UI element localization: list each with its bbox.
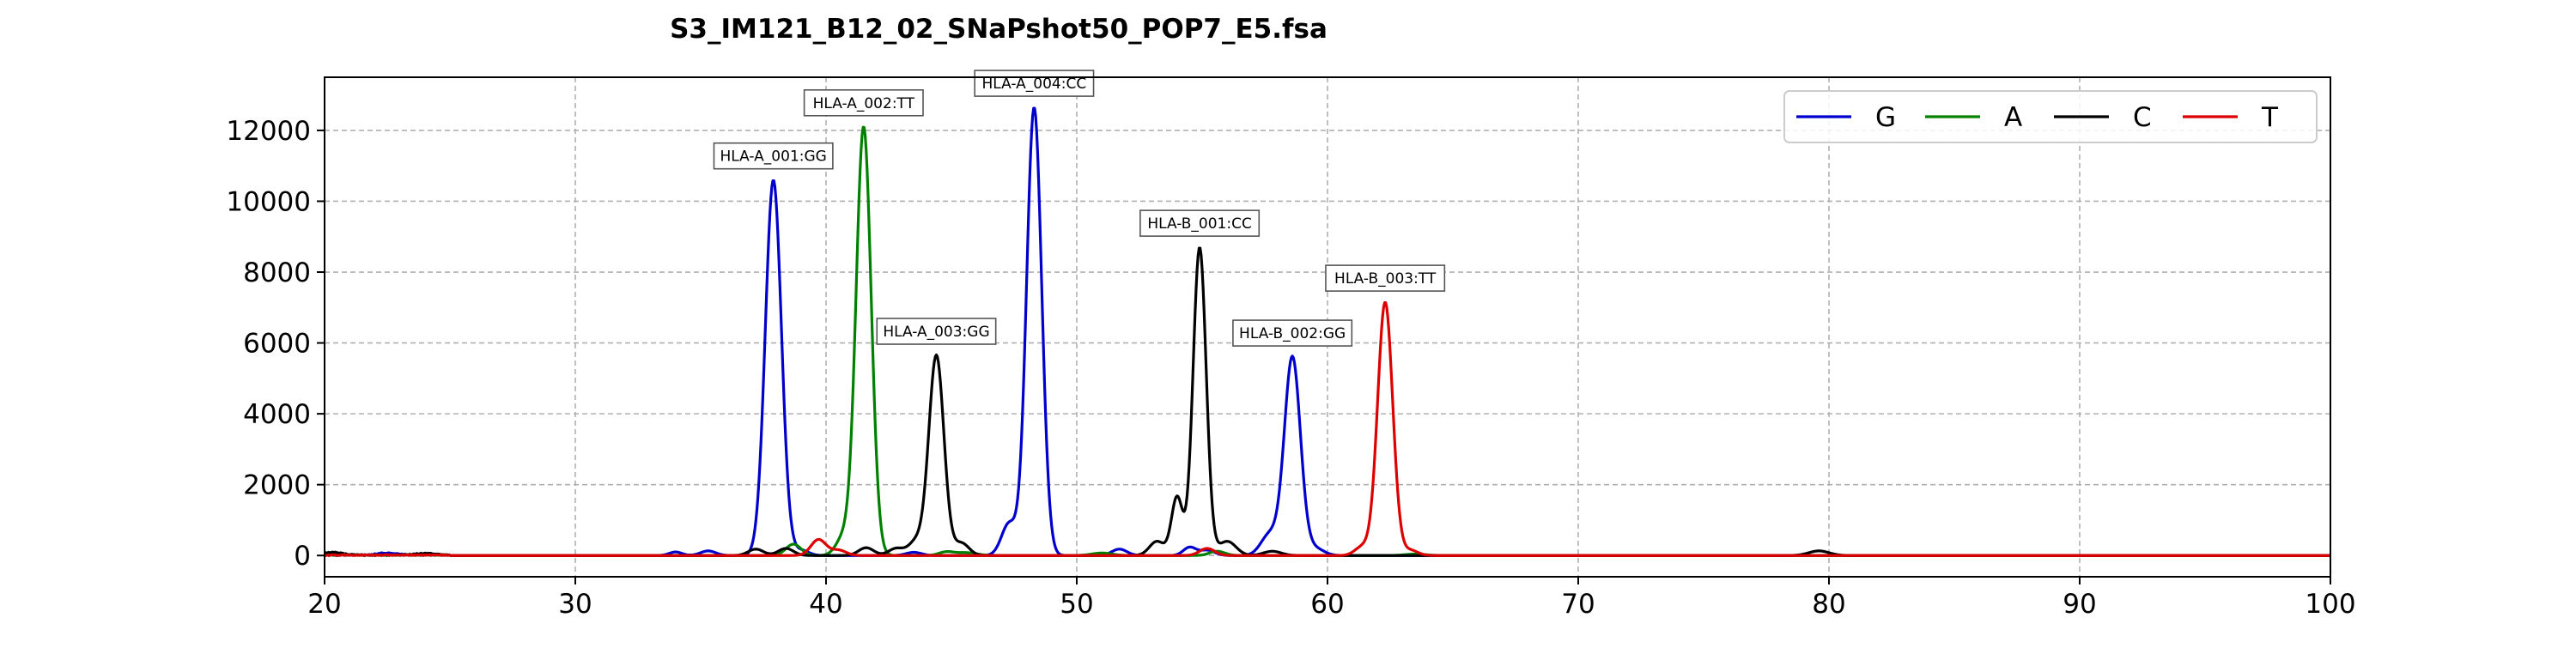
peak-annotation-box	[1232, 319, 1353, 347]
y-tick-label: 2000	[243, 470, 311, 501]
y-tick-label: 4000	[243, 399, 311, 430]
peak-annotation-box	[803, 88, 924, 117]
peak-annotation-label: HLA-B_003:TT	[1334, 270, 1437, 288]
annotation-layer: HLA-A_001:GG HLA-A_002:TT HLA-A_003:GG HLA-…	[713, 70, 1446, 347]
x-tick-label: 70	[1561, 589, 1595, 620]
x-axis: 20 30 40 50 60 70 80 90 100	[307, 577, 2356, 620]
series-layer	[325, 106, 2330, 557]
peak-annotation: HLA-A_002:TT	[803, 88, 924, 117]
chart-title: S3_IM121_B12_02_SNaPshot50_POP7_E5.fsa	[670, 14, 1327, 45]
peak-annotation-box	[876, 318, 997, 345]
peak-annotation-label: HLA-A_004:CC	[982, 76, 1087, 93]
peak-annotation-box	[974, 70, 1095, 97]
x-tick-label: 90	[2063, 589, 2096, 620]
y-tick-label: 8000	[243, 257, 311, 288]
legend-label: G	[1875, 102, 1896, 133]
x-tick-label: 20	[307, 589, 341, 620]
legend-item-g: G	[1796, 102, 1896, 133]
x-tick-label: 40	[809, 589, 842, 620]
y-tick-label: 10000	[226, 186, 311, 217]
legend-label: A	[2004, 102, 2022, 133]
x-tick-label: 30	[558, 589, 592, 620]
peak-annotation-label: HLA-A_003:GG	[883, 324, 989, 341]
y-tick-label: 12000	[226, 116, 311, 147]
legend-item-c: C	[2054, 102, 2152, 133]
legend-label: C	[2133, 102, 2152, 133]
y-tick-label: 0	[294, 541, 311, 572]
peak-annotation-label: HLA-A_002:TT	[813, 95, 915, 112]
peak-annotation: HLA-B_003:TT	[1325, 264, 1446, 292]
legend-item-t: T	[2183, 102, 2279, 133]
y-tick-label: 6000	[243, 329, 311, 360]
peak-annotation: HLA-A_003:GG	[876, 318, 997, 345]
x-tick-label: 50	[1060, 589, 1093, 620]
peak-annotation: HLA-B_002:GG	[1232, 319, 1353, 347]
peak-annotation: HLA-A_004:CC	[974, 70, 1095, 97]
peak-annotation-box	[1325, 264, 1446, 292]
y-axis: 0 2000 4000 6000 8000 10000 12000	[226, 116, 325, 572]
peak-annotation-label: HLA-A_001:GG	[720, 148, 827, 166]
legend-box	[1783, 90, 2318, 143]
legend-label: T	[2261, 102, 2279, 133]
x-tick-label: 80	[1812, 589, 1845, 620]
peak-annotation: HLA-A_001:GG	[713, 142, 834, 170]
legend-item-a: A	[1925, 102, 2022, 133]
series-line-t	[325, 301, 2330, 557]
peak-annotation-box	[1139, 209, 1261, 237]
x-tick-label: 100	[2305, 589, 2355, 620]
x-tick-label: 60	[1310, 589, 1344, 620]
peak-annotation-label: HLA-B_001:CC	[1147, 215, 1252, 233]
peak-annotation-box	[713, 142, 834, 170]
peak-annotation: HLA-B_001:CC	[1139, 209, 1261, 237]
peak-annotation-label: HLA-B_002:GG	[1239, 325, 1346, 342]
